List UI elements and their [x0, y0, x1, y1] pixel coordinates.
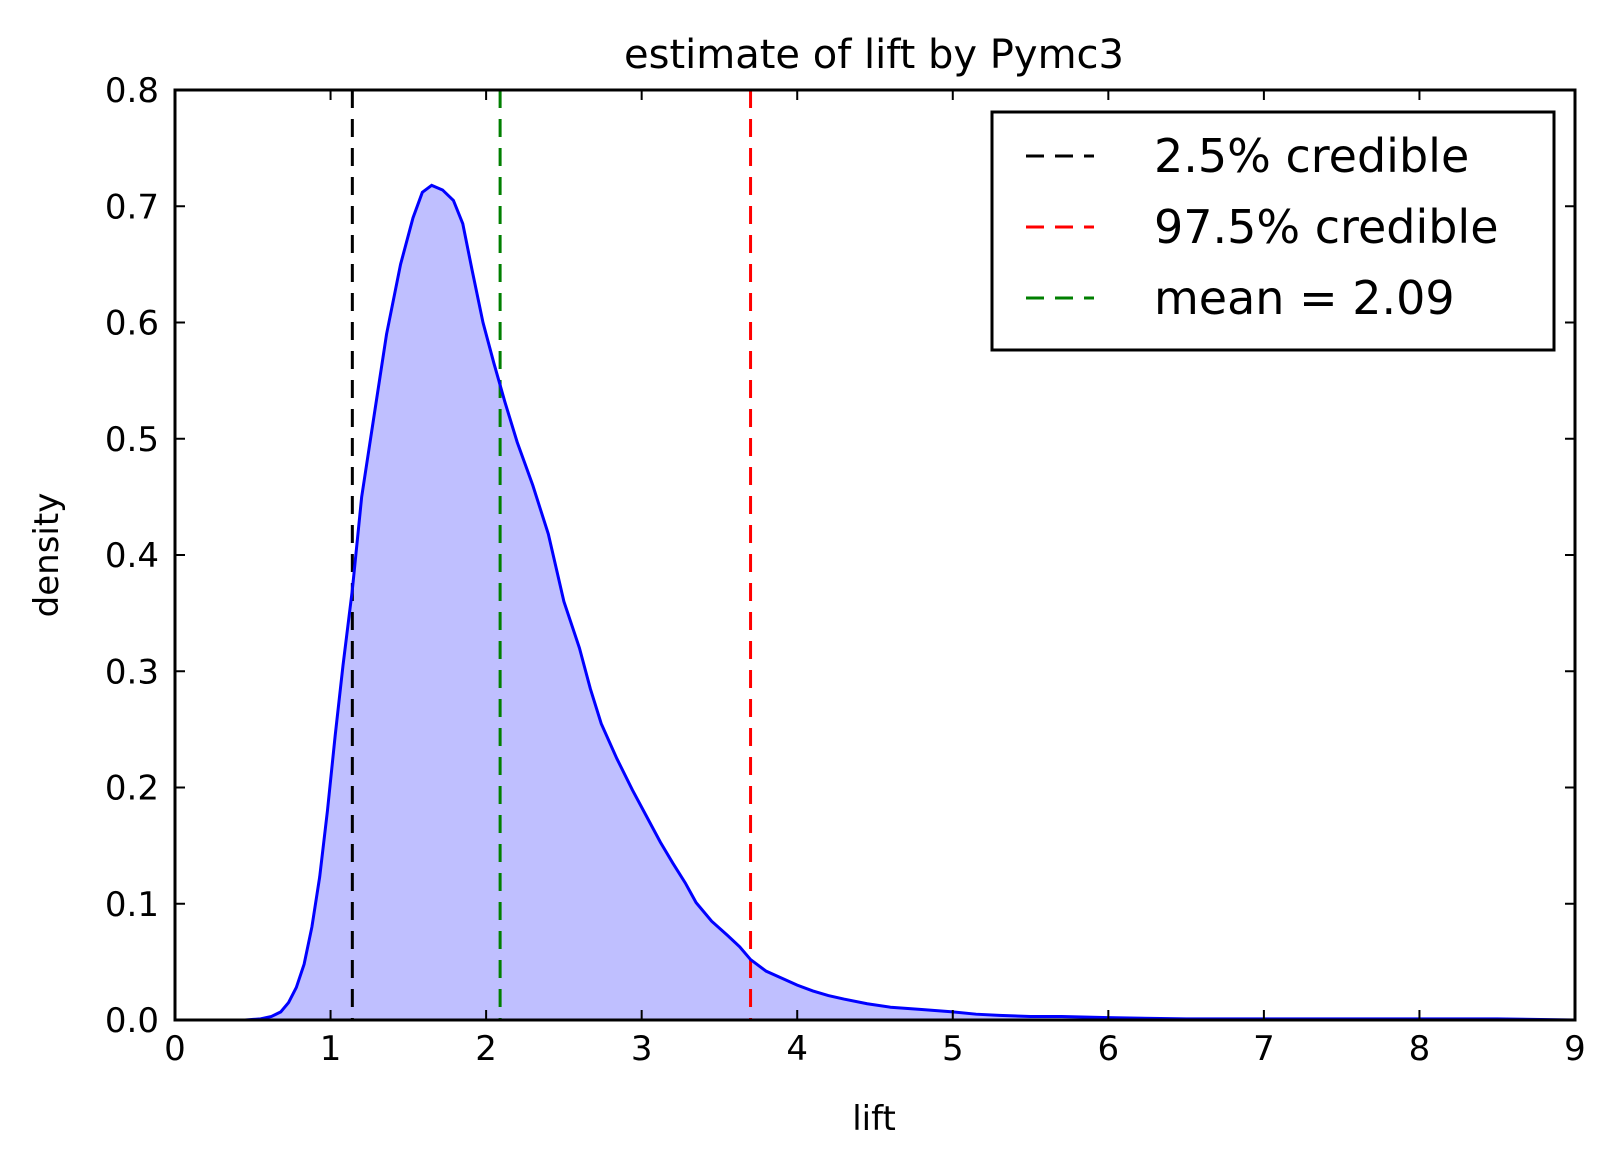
x-tick-labels: 0 1 2 3 4 5 6 7 8 9	[164, 1029, 1586, 1069]
x-tick-label-2: 2	[475, 1029, 497, 1069]
y-axis-label: density	[27, 493, 67, 618]
plot-area	[244, 90, 1576, 1022]
y-tick-label-0: 0.0	[105, 1001, 159, 1041]
x-tick-label-0: 0	[164, 1029, 186, 1069]
legend-box	[990, 110, 1556, 352]
y-tick-label-3: 0.3	[105, 652, 159, 692]
x-tick-label-9: 9	[1564, 1029, 1586, 1069]
x-tick-label-5: 5	[942, 1029, 964, 1069]
density-fill-area	[245, 185, 1575, 1020]
y-tick-label-4: 0.4	[105, 536, 159, 576]
credible-interval-lines	[350, 90, 753, 1020]
y-tick-label-7: 0.7	[105, 187, 159, 227]
x-tick-label-4: 4	[786, 1029, 808, 1069]
legend: 2.5% credible 97.5% credible mean = 2.09	[990, 110, 1556, 352]
x-tick-label-8: 8	[1409, 1029, 1431, 1069]
x-tick-label-3: 3	[631, 1029, 653, 1069]
x-tick-label-6: 6	[1098, 1029, 1120, 1069]
y-tick-label-8: 0.8	[105, 71, 159, 111]
y-tick-label-2: 0.2	[105, 769, 159, 809]
x-tick-label-1: 1	[320, 1029, 342, 1069]
y-tick-label-1: 0.1	[105, 885, 159, 925]
legend-label-0: 2.5% credible	[1154, 129, 1469, 183]
y-tick-label-5: 0.5	[105, 420, 159, 460]
chart-title: estimate of lift by Pymc3	[624, 32, 1124, 78]
axes-frame	[173, 88, 1577, 1022]
legend-label-2: mean = 2.09	[1154, 271, 1455, 325]
x-axis-label: lift	[852, 1099, 896, 1139]
x-tick-label-7: 7	[1253, 1029, 1275, 1069]
y-tick-label-6: 0.6	[105, 304, 159, 344]
legend-label-1: 97.5% credible	[1154, 200, 1499, 254]
legend-items: 2.5% credible 97.5% credible mean = 2.09	[1026, 129, 1499, 325]
density-curve	[244, 183, 1576, 1022]
y-tick-labels: 0.0 0.1 0.2 0.3 0.4 0.5 0.6 0.7 0.8	[105, 71, 159, 1041]
